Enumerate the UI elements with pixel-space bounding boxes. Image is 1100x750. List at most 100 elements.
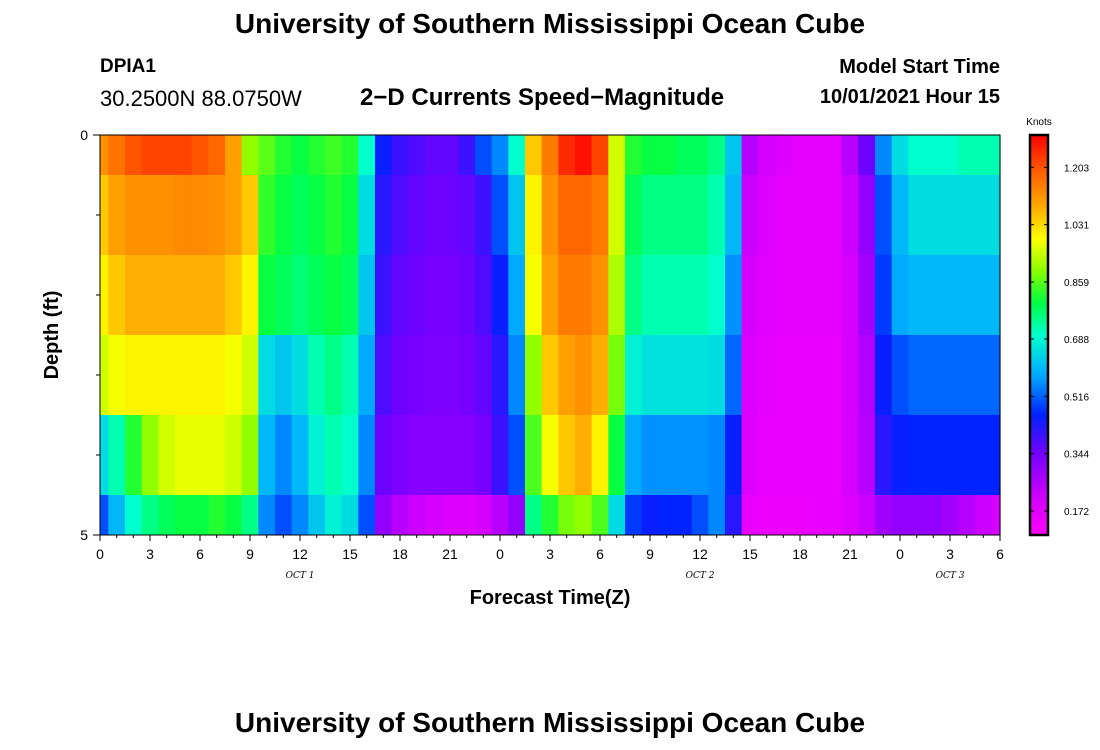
heatmap-cell	[808, 175, 826, 255]
heatmap-cell	[341, 175, 359, 255]
heatmap-cell	[775, 255, 793, 335]
heatmap-cell	[525, 135, 543, 175]
heatmap-cell	[825, 135, 843, 175]
colorbar: Knots 1.203 1.031 0.859 0.688 0.516 0.344 0.172	[1026, 117, 1089, 537]
heatmap-cell	[958, 135, 976, 175]
heatmap-cell	[675, 415, 693, 495]
heatmap-cell	[375, 415, 393, 495]
heatmap-cell	[491, 135, 509, 175]
heatmap-cell	[525, 335, 543, 415]
heatmap-cell	[525, 175, 543, 255]
heatmap-cell	[758, 495, 776, 535]
heatmap-cell	[358, 495, 376, 535]
heatmap-cell	[725, 175, 743, 255]
heatmap-cell	[841, 415, 859, 495]
heatmap-cell	[808, 335, 826, 415]
heatmap-cell	[191, 135, 209, 175]
heatmap-cell	[425, 335, 443, 415]
date-label: OCT 3	[936, 571, 965, 581]
heatmap-cell	[391, 415, 409, 495]
heatmap-cell	[458, 415, 476, 495]
heatmap-cell	[475, 135, 493, 175]
heatmap-cell	[391, 335, 409, 415]
x-tick-label: 18	[792, 546, 808, 562]
heatmap-cell	[208, 495, 226, 535]
heatmap-cell	[275, 415, 293, 495]
colorbar-tick-label: 0.859	[1064, 278, 1089, 289]
heatmap-cell	[375, 135, 393, 175]
heatmap-cell	[941, 415, 959, 495]
heatmap-cell	[141, 495, 159, 535]
heatmap-cell	[141, 335, 159, 415]
heatmap-cell	[858, 135, 876, 175]
heatmap-cell	[925, 135, 943, 175]
heatmap-cell	[525, 255, 543, 335]
heatmap-cell	[658, 175, 676, 255]
heatmap-cell	[175, 495, 193, 535]
heatmap-cell	[441, 335, 459, 415]
heatmap-cell	[325, 175, 343, 255]
heatmap-cell	[475, 335, 493, 415]
model-start-time: 10/01/2021 Hour 15	[819, 86, 1000, 108]
heatmap-cell	[508, 495, 526, 535]
heatmap-cell	[391, 495, 409, 535]
heatmap-cell	[608, 335, 626, 415]
heatmap-cell	[158, 495, 176, 535]
heatmap-cell	[575, 255, 593, 335]
heatmap-cell	[908, 135, 926, 175]
heatmap-cell	[808, 415, 826, 495]
heatmap-cell	[241, 415, 259, 495]
heatmap-cell	[458, 255, 476, 335]
x-tick-label: 12	[692, 546, 708, 562]
heatmap-cell	[308, 175, 326, 255]
heatmap-cell	[708, 135, 726, 175]
heatmap-cell	[541, 175, 559, 255]
heatmap-cell	[691, 175, 709, 255]
x-tick-label: 9	[646, 546, 654, 562]
heatmap-cell	[141, 415, 159, 495]
heatmap-cell	[258, 335, 276, 415]
heatmap-cell	[591, 415, 609, 495]
heatmap-cell	[708, 335, 726, 415]
heatmap-cell	[991, 495, 1001, 535]
heatmap-cell	[191, 335, 209, 415]
heatmap-cell	[675, 495, 693, 535]
heatmap-cell	[725, 495, 743, 535]
heatmap-cell	[741, 415, 759, 495]
heatmap-cell	[591, 495, 609, 535]
heatmap-cell	[208, 255, 226, 335]
heatmap-cell	[508, 255, 526, 335]
heatmap-cell	[358, 255, 376, 335]
heatmap-cell	[241, 495, 259, 535]
heatmap-cell	[875, 495, 893, 535]
heatmap-cell	[558, 135, 576, 175]
page-title: University of Southern Mississippi Ocean…	[234, 8, 866, 39]
heatmap-cell	[325, 335, 343, 415]
heatmap-cell	[941, 335, 959, 415]
heatmap-cell	[575, 415, 593, 495]
x-tick-label: 6	[996, 546, 1004, 562]
heatmap-cell	[291, 495, 309, 535]
heatmap-cell	[958, 495, 976, 535]
heatmap-cell	[891, 415, 909, 495]
heatmap-cell	[425, 175, 443, 255]
page-title-bottom: University of Southern Mississippi Ocean…	[234, 707, 866, 738]
heatmap-cell	[975, 135, 993, 175]
heatmap-cell	[658, 495, 676, 535]
heatmap-cell	[541, 415, 559, 495]
heatmap-cell	[925, 175, 943, 255]
heatmap-cell	[925, 415, 943, 495]
x-tick-label: 12	[292, 546, 308, 562]
heatmap-cell	[408, 135, 426, 175]
heatmap-cell	[308, 335, 326, 415]
heatmap-cell	[425, 495, 443, 535]
heatmap-cell	[191, 255, 209, 335]
heatmap-cell	[975, 335, 993, 415]
heatmap-cell	[408, 495, 426, 535]
heatmap-cell	[991, 175, 1001, 255]
heatmap-cell	[875, 175, 893, 255]
heatmap-cell	[591, 255, 609, 335]
heatmap-cell	[525, 495, 543, 535]
heatmap-cell	[641, 255, 659, 335]
heatmap-cell	[225, 495, 243, 535]
